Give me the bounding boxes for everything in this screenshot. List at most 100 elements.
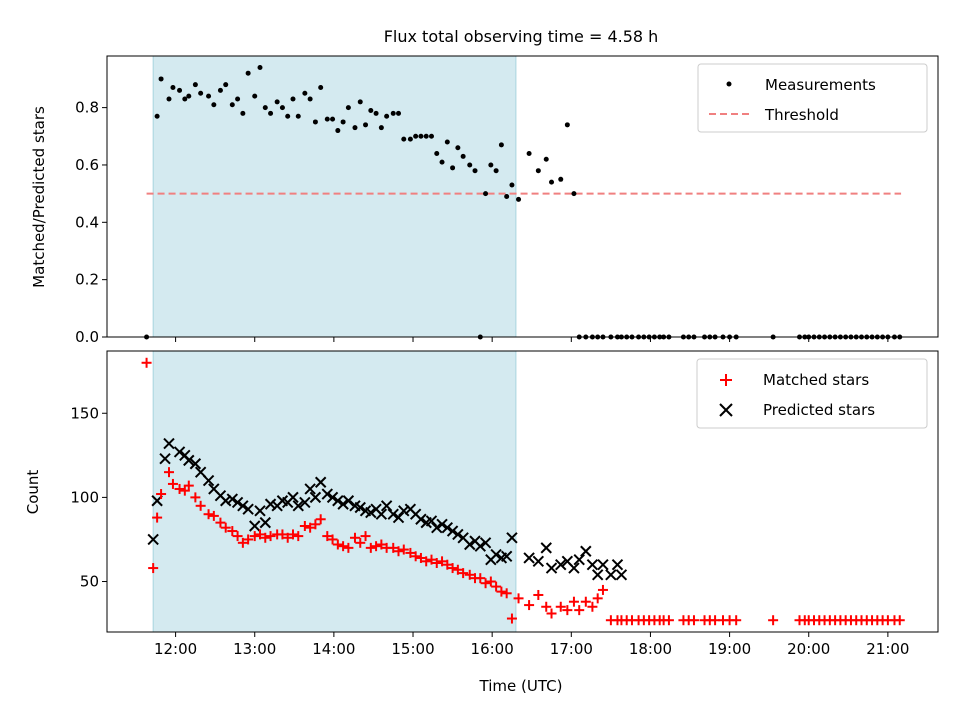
- measurement-point: [401, 136, 407, 142]
- predicted-star-point: [163, 437, 175, 450]
- measurement-point: [526, 150, 532, 156]
- matched-star-point: [299, 520, 310, 531]
- measurement-point: [516, 196, 522, 202]
- measurement-point: [252, 93, 258, 99]
- matched-star-point: [310, 519, 321, 530]
- predicted-star-point: [337, 498, 349, 510]
- predicted-star-point: [580, 545, 592, 557]
- matched-star-point: [437, 556, 448, 567]
- predicted-star-point: [446, 525, 459, 537]
- matched-star-point: [491, 581, 502, 592]
- top-y-tick-label: 0.0: [75, 328, 99, 346]
- predicted-star-point: [226, 493, 239, 505]
- measurement-point: [488, 162, 494, 168]
- matched-star-point: [179, 485, 190, 496]
- measurement-point: [198, 90, 204, 96]
- matched-star-point: [327, 534, 338, 545]
- bottom-x-tick-label: 20:00: [787, 640, 830, 658]
- predicted-star-point: [264, 498, 277, 510]
- predicted-star-point: [189, 458, 202, 470]
- measurement-point: [345, 105, 351, 111]
- measurement-point: [384, 113, 390, 119]
- measurement-point: [318, 85, 324, 91]
- bottom-x-tick-label: 13:00: [233, 640, 276, 658]
- bottom-y-tick-label: 100: [70, 488, 99, 506]
- measurement-points: [144, 64, 903, 340]
- predicted-legend-marker: [719, 403, 733, 417]
- matched-star-point: [167, 478, 178, 489]
- predicted-star-point: [474, 540, 486, 552]
- matched-star-point: [388, 542, 399, 553]
- measurement-point: [455, 145, 461, 151]
- matched-star-point: [663, 615, 674, 626]
- matched-star-point: [731, 615, 742, 626]
- predicted-star-point: [314, 476, 327, 488]
- measurements-legend-label: Measurements: [765, 76, 876, 94]
- matched-star-point: [243, 534, 254, 545]
- bottom-x-tick-label: 15:00: [391, 640, 434, 658]
- matched-legend-marker: [720, 374, 732, 386]
- measurement-point: [340, 119, 346, 125]
- matched-star-point: [447, 563, 458, 574]
- bottom-x-tick-label: 12:00: [154, 640, 197, 658]
- bottom-x-tick-label: 16:00: [471, 640, 514, 658]
- bottom-observing-window: [152, 350, 517, 633]
- top-y-ticks: 0.0 0.2 0.4 0.6 0.8: [75, 99, 107, 346]
- predicted-star-point: [147, 533, 159, 546]
- top-y-tick-label: 0.6: [75, 156, 99, 174]
- bottom-y-axis-label: Count: [24, 470, 42, 515]
- matched-star-point: [355, 537, 366, 548]
- predicted-star-point: [183, 454, 195, 467]
- matched-star-point: [338, 541, 349, 552]
- matched-star-point: [237, 537, 248, 548]
- predicted-star-point: [425, 515, 438, 527]
- top-y-tick-label: 0.4: [75, 213, 99, 231]
- measurement-point: [295, 113, 301, 119]
- predicted-star-point: [392, 511, 405, 524]
- bottom-y-tick-label: 150: [70, 404, 99, 422]
- top-y-axis-label: Matched/Predicted stars: [30, 106, 48, 288]
- predicted-star-point: [441, 521, 454, 534]
- matched-star-point: [458, 568, 469, 579]
- matched-star-point: [282, 532, 293, 543]
- matched-star-point: [568, 596, 579, 607]
- top-x-ticks: [175, 337, 889, 342]
- predicted-star-point: [259, 516, 271, 529]
- matched-star-point: [376, 539, 387, 550]
- matched-star-point: [183, 480, 194, 491]
- matched-star-point: [768, 615, 779, 626]
- matched-star-point: [574, 605, 585, 616]
- matched-star-point: [255, 529, 266, 540]
- measurement-point: [285, 113, 291, 119]
- predicted-star-point: [354, 501, 366, 514]
- top-plot-frame: [106, 55, 939, 338]
- measurement-point: [182, 96, 188, 102]
- x-axis-label: Time (UTC): [479, 677, 563, 695]
- matched-star-point: [496, 586, 507, 597]
- bottom-x-tick-label: 19:00: [708, 640, 751, 658]
- bottom-y-ticks: 50 100 150: [70, 404, 107, 591]
- measurement-point: [158, 76, 164, 82]
- matched-legend-label: Matched stars: [763, 371, 869, 389]
- matched-star-point: [506, 613, 517, 624]
- measurement-point: [460, 153, 466, 159]
- predicted-star-point: [591, 569, 604, 581]
- top-panel: 0.00.20.40.60.8 Matched/Predicted stars …: [30, 55, 939, 346]
- predicted-star-point: [431, 521, 443, 534]
- predicted-star-point: [586, 558, 599, 571]
- matched-star-point: [475, 573, 486, 584]
- predicted-star-point: [568, 562, 580, 574]
- matched-star-point: [265, 531, 276, 542]
- predicted-star-point: [506, 532, 518, 544]
- predicted-star-point: [321, 488, 333, 500]
- matched-star-point: [442, 559, 453, 570]
- measurement-point: [571, 191, 577, 197]
- matched-star-point: [592, 593, 603, 604]
- predicted-star-point: [231, 496, 244, 509]
- measurement-point: [245, 70, 251, 76]
- predicted-star-point: [398, 505, 410, 517]
- top-y-tick-label: 0.8: [75, 99, 99, 117]
- matched-star-point: [533, 589, 544, 600]
